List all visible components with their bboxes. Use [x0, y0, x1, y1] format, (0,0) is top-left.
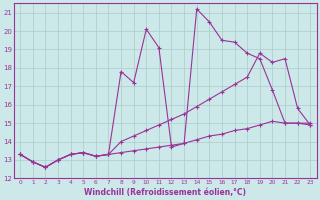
- X-axis label: Windchill (Refroidissement éolien,°C): Windchill (Refroidissement éolien,°C): [84, 188, 246, 197]
